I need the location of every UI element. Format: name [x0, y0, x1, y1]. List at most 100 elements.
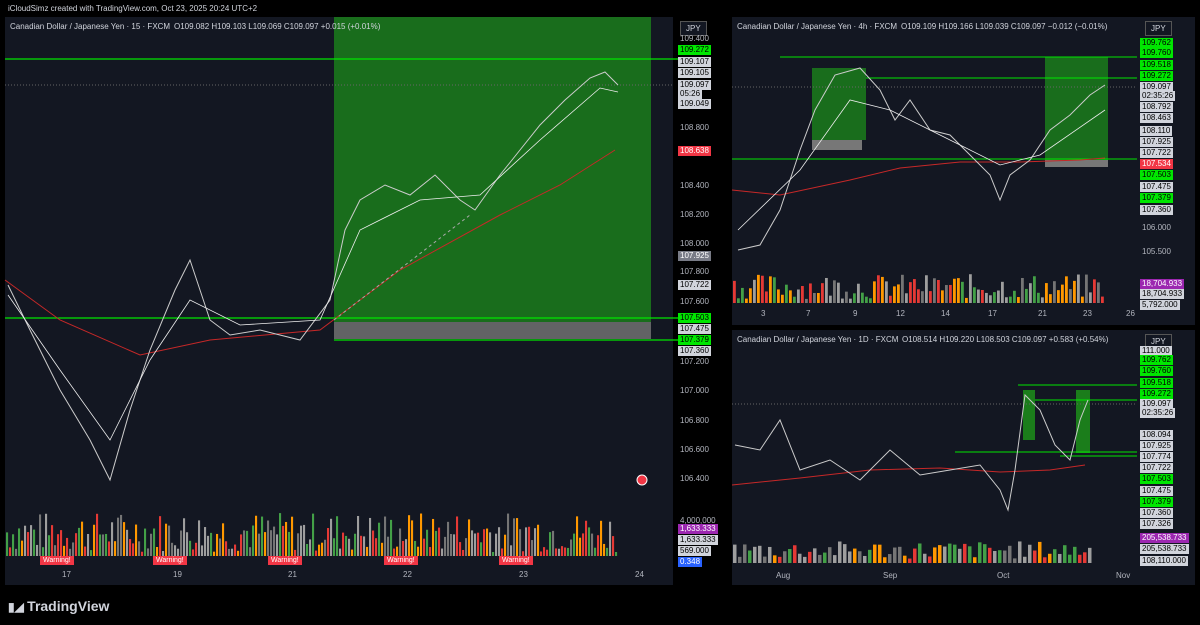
volume-bar [609, 521, 612, 556]
volume-bar [961, 281, 964, 303]
volume-bar [498, 527, 501, 556]
volume-bar [207, 535, 210, 556]
volume-bar [743, 544, 747, 563]
volume-bar [1049, 294, 1052, 303]
volume-bar [189, 540, 192, 556]
volume-bar [15, 548, 18, 556]
volume-bar [219, 538, 222, 556]
volume-bar [246, 530, 249, 556]
volume-bar [294, 549, 297, 556]
price-label: 108.792 [1140, 102, 1173, 112]
volume-bar [129, 539, 132, 556]
volume-bar [801, 286, 804, 303]
volume-bar [579, 537, 582, 556]
volume-bar [733, 544, 737, 563]
volume-bar [941, 290, 944, 303]
volume-bar [297, 533, 300, 556]
volume-bar [543, 547, 546, 556]
volume-bar [138, 541, 141, 556]
volume-bar [6, 532, 9, 556]
volume-bar [474, 533, 477, 556]
volume-bar [998, 550, 1002, 563]
volume-bar [928, 556, 932, 563]
price-label: 1,633.333 [678, 524, 718, 534]
price-label: 108.800 [680, 123, 709, 132]
volume-bar [348, 538, 351, 556]
volume-bar [534, 528, 537, 556]
x-axis-label: 23 [1083, 309, 1092, 318]
price-label: 18,704.933 [1140, 279, 1185, 289]
currency-button: JPY [680, 21, 707, 36]
ohlc-stats: O109.082 H109.103 L109.069 C109.097 +0.0… [174, 22, 381, 31]
volume-bar [948, 543, 952, 563]
volume-bar [1013, 290, 1016, 303]
volume-bar [234, 544, 237, 556]
volume-bar [264, 532, 267, 556]
volume-bar [897, 284, 900, 303]
volume-bar [282, 525, 285, 556]
volume-bar [351, 549, 354, 556]
logo-text: TradingView [27, 598, 110, 614]
volume-bar [953, 544, 957, 563]
volume-bar [845, 291, 848, 303]
volume-bar [849, 298, 852, 303]
volume-bar [480, 542, 483, 556]
volume-bar [1023, 556, 1027, 563]
volume-bar [483, 529, 486, 556]
volume-bar [156, 546, 159, 556]
volume-bar [1021, 277, 1024, 303]
volume-bar [309, 539, 312, 556]
volume-bar [888, 554, 892, 563]
price-label: 107.379 [1140, 497, 1173, 507]
volume-bar [288, 531, 291, 556]
volume-bar [102, 534, 105, 556]
panel-title: Canadian Dollar / Japanese Yen · 1D · FX… [737, 335, 899, 344]
volume-bar [1097, 282, 1100, 303]
volume-bar [57, 534, 60, 556]
volume-bar [276, 534, 279, 556]
volume-bar [537, 524, 540, 556]
volume-bar [117, 517, 120, 556]
x-axis-label: 17 [62, 570, 71, 579]
volume-bar [865, 296, 868, 303]
volume-bar [561, 546, 564, 556]
volume-bar [33, 529, 36, 556]
volume-bar [909, 282, 912, 303]
volume-bar [863, 555, 867, 563]
volume-bar [9, 547, 12, 556]
volume-bar [171, 542, 174, 556]
volume-bar [1001, 281, 1004, 303]
volume-bar [1037, 292, 1040, 303]
volume-bar [1053, 549, 1057, 563]
volume-bar [1093, 279, 1096, 303]
x-axis-label: 26 [1126, 309, 1135, 318]
x-axis-label: 17 [988, 309, 997, 318]
volume-bar [456, 516, 459, 556]
volume-bar [813, 548, 817, 563]
volume-bar [372, 530, 375, 556]
volume-bar [399, 528, 402, 556]
volume-bar [943, 546, 947, 563]
volume-bar [387, 536, 390, 556]
volume-bar [606, 547, 609, 556]
volume-bar [745, 298, 748, 303]
volume-bar [917, 289, 920, 303]
volume-bar [1053, 281, 1056, 303]
volume-bar [612, 536, 615, 556]
volume-bar [213, 551, 216, 556]
volume-bar [763, 556, 767, 563]
volume-bar [135, 524, 138, 556]
price-label: 4,000,000 [680, 516, 716, 525]
volume-bar [989, 295, 992, 303]
volume-bar [540, 551, 543, 556]
volume-bar [843, 544, 847, 563]
ohlc-stats: O109.109 H109.166 L109.039 C109.097 −0.0… [901, 22, 1108, 31]
volume-bar [738, 556, 742, 563]
price-label: 109.097 [678, 80, 711, 90]
volume-bar [174, 545, 177, 556]
volume-bar [873, 281, 876, 303]
volume-bar [423, 538, 426, 556]
volume-bar [978, 542, 982, 563]
volume-bar [318, 544, 321, 556]
volume-bar [54, 545, 57, 556]
